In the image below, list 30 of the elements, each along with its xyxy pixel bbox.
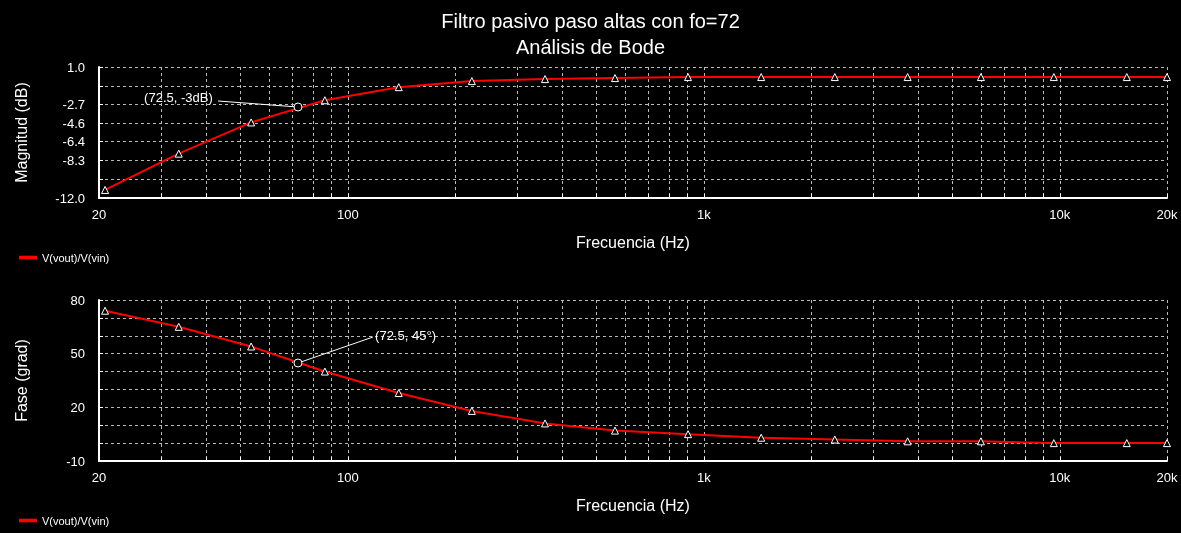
y-tick-label: -6.4 [62,134,85,150]
x-tick-label: 100 [336,470,359,485]
annotation: (72.5, 45°) [375,327,436,343]
legend-label: V(vout)/V(vin) [42,514,110,527]
x-tick-label: 10k [1049,470,1071,485]
x-axis-title: Frecuencia (Hz) [576,233,690,251]
x-tick-label: 10k [1049,207,1071,222]
y-tick-label: 20 [70,399,85,415]
chart-title: Filtro pasivo paso altas con fo=72 [441,10,740,32]
x-tick-label: 20k [1156,207,1178,222]
y-tick-label: 1.0 [66,59,85,75]
y-tick-label: 80 [70,292,85,308]
y-axis-title: Magnitud (dB) [12,82,30,183]
x-axis-title: Frecuencia (Hz) [576,496,690,514]
annotation: (72.5, -3dB) [144,90,213,106]
y-tick-label: -4.6 [62,115,85,131]
x-tick-label: 20k [1156,470,1178,485]
chart-subtitle: Análisis de Bode [516,36,665,58]
y-tick-label: -10 [66,453,85,469]
x-tick-label: 100 [336,207,359,222]
x-tick-label: 1k [696,207,712,222]
x-tick-label: 20 [91,470,107,485]
y-tick-label: -2.7 [62,96,85,112]
y-tick-label: -8.3 [62,153,85,169]
legend-label: V(vout)/V(vin) [42,251,110,264]
x-tick-label: 20 [91,207,107,222]
y-axis-title: Fase (grad) [12,339,30,422]
y-tick-label: 50 [70,346,85,362]
y-tick-label: -12.0 [55,190,85,206]
x-tick-label: 1k [696,470,712,485]
